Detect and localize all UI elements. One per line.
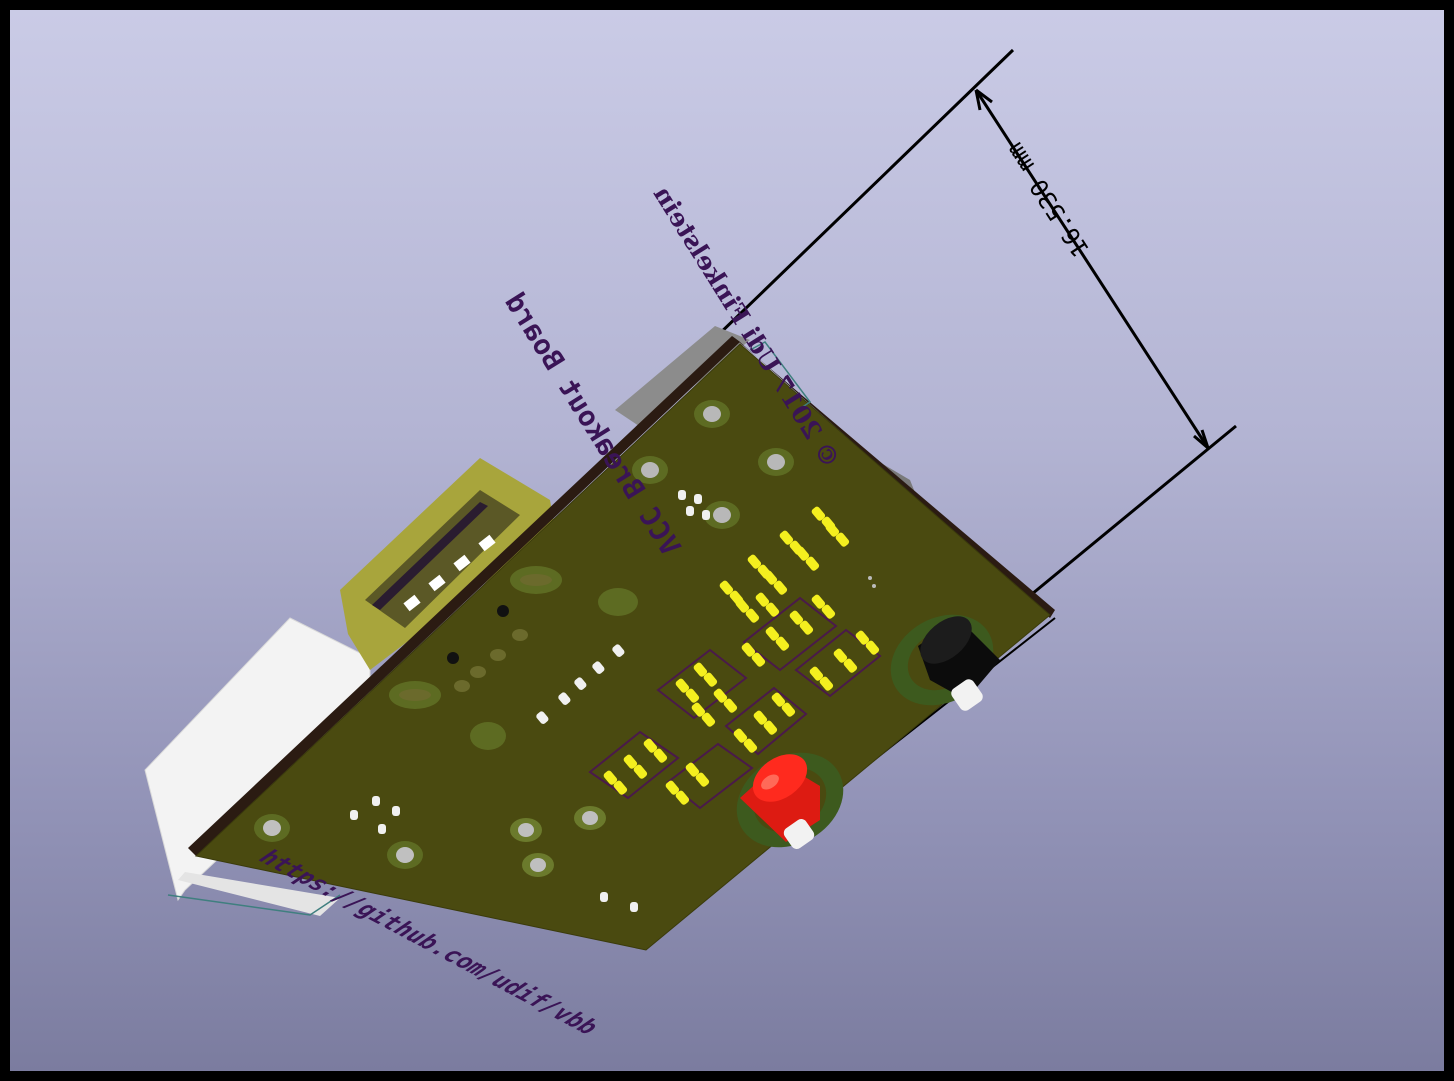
arrow-head-top-icon xyxy=(974,88,993,111)
pad-hole xyxy=(522,853,554,877)
smd-pad xyxy=(755,592,770,607)
height-dimension xyxy=(711,48,1237,596)
smd-pad xyxy=(835,532,850,547)
smd-pad xyxy=(763,570,778,585)
smd-pad xyxy=(675,790,690,805)
smd-pad xyxy=(743,738,758,753)
3d-viewer-canvas[interactable]: 16.530 mm mm 058 xyxy=(10,10,1444,1071)
pad-hole xyxy=(254,814,290,842)
pad-hole xyxy=(694,400,730,428)
smd-pad xyxy=(789,610,804,625)
smd-pad xyxy=(819,676,834,691)
smd-pad xyxy=(809,666,824,681)
through-hole-pads xyxy=(254,400,794,877)
footprint-outline xyxy=(656,648,748,720)
pcb-edge-right xyxy=(732,336,1055,618)
pad-hole xyxy=(510,818,542,842)
smd-pads xyxy=(603,506,880,805)
smd-pad xyxy=(751,652,766,667)
pad-hole xyxy=(387,841,423,869)
smd-pad xyxy=(701,712,716,727)
height-dimension-label: 16.530 mm xyxy=(1001,138,1095,262)
smd-pad xyxy=(855,630,870,645)
footprint-outline xyxy=(588,730,680,800)
vias xyxy=(447,576,876,692)
smd-pad xyxy=(833,648,848,663)
dimension-arrow-line xyxy=(974,89,1210,449)
smd-pad xyxy=(719,580,734,595)
arrow-head-bottom-icon xyxy=(1193,429,1210,450)
smd-pad xyxy=(741,642,756,657)
smd-pad xyxy=(745,608,760,623)
smd-pad xyxy=(781,702,796,717)
smd-pad xyxy=(733,728,748,743)
smd-pad xyxy=(603,770,618,785)
smd-pad xyxy=(765,602,780,617)
smd-pad xyxy=(825,522,840,537)
smd-pad xyxy=(723,698,738,713)
smd-pad xyxy=(703,672,718,687)
footprint-outline xyxy=(794,628,882,698)
smd-pad xyxy=(753,710,768,725)
smd-pad xyxy=(685,762,700,777)
smd-pad xyxy=(811,594,826,609)
smd-pad xyxy=(633,764,648,779)
smd-pad xyxy=(735,598,750,613)
smd-pad xyxy=(805,556,820,571)
smd-pad xyxy=(653,748,668,763)
pcb-edge xyxy=(188,336,740,856)
pad-hole xyxy=(758,448,794,476)
pad-hole xyxy=(574,806,606,830)
smd-pad xyxy=(691,702,706,717)
smd-pad xyxy=(771,692,786,707)
dimension-extension-line-top xyxy=(711,48,1015,342)
usb-a-connector xyxy=(340,458,555,670)
smd-pad xyxy=(843,658,858,673)
smd-pad xyxy=(623,754,638,769)
pcb-3d-scene: 16.530 mm mm 058 xyxy=(144,48,1237,1040)
dimension-extension-line-bottom xyxy=(1031,424,1237,596)
courtyard-outline xyxy=(749,341,812,411)
smd-pad xyxy=(765,626,780,641)
smd-pad xyxy=(795,546,810,561)
smd-pad xyxy=(865,640,880,655)
smd-pad xyxy=(763,720,778,735)
footprint-outline xyxy=(742,596,838,672)
smd-pad xyxy=(811,506,826,521)
pad-hole xyxy=(510,566,562,594)
pad-hole xyxy=(598,588,638,616)
smd-pad xyxy=(675,678,690,693)
smd-pad xyxy=(695,772,710,787)
smd-pad xyxy=(693,662,708,677)
smd-pad xyxy=(613,780,628,795)
black-binding-post xyxy=(890,614,1000,711)
white-pin-pads xyxy=(350,490,710,912)
pad-hole xyxy=(389,681,441,709)
smd-pad xyxy=(643,738,658,753)
smd-pad xyxy=(779,530,794,545)
smd-pad xyxy=(665,780,680,795)
smd-pad xyxy=(799,620,814,635)
smd-pad xyxy=(747,554,762,569)
smd-pad xyxy=(773,580,788,595)
footprint-outline xyxy=(666,742,754,810)
smd-pad xyxy=(713,688,728,703)
pcb-surface xyxy=(194,343,1051,951)
smd-pad xyxy=(775,636,790,651)
pad-hole xyxy=(470,722,506,750)
smd-pad xyxy=(685,688,700,703)
pad-hole xyxy=(704,501,740,529)
smd-pad xyxy=(821,604,836,619)
pad-hole xyxy=(632,456,668,484)
red-binding-post xyxy=(736,752,844,849)
usb-b-connector xyxy=(144,617,371,916)
